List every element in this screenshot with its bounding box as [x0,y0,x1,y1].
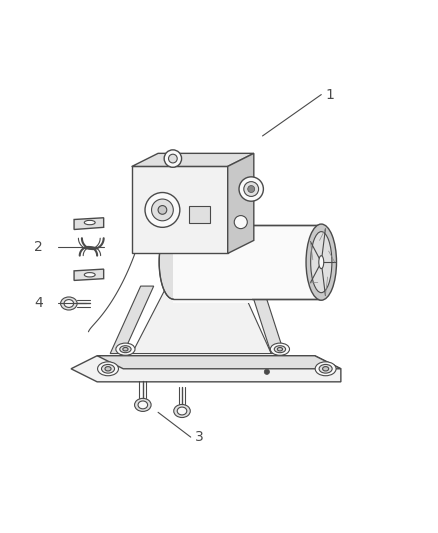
Polygon shape [74,218,104,230]
Circle shape [228,192,237,201]
Ellipse shape [270,343,290,356]
Ellipse shape [322,367,328,371]
Polygon shape [173,166,228,299]
Ellipse shape [311,232,332,293]
Ellipse shape [177,407,187,415]
Text: 1: 1 [325,87,335,102]
Ellipse shape [319,365,332,373]
Circle shape [169,154,177,163]
Ellipse shape [98,362,118,376]
Circle shape [234,215,247,229]
Ellipse shape [277,348,283,351]
Circle shape [244,182,258,197]
Ellipse shape [306,224,336,300]
Polygon shape [228,154,254,254]
Ellipse shape [274,346,286,353]
Polygon shape [71,356,341,382]
Polygon shape [173,225,321,299]
Ellipse shape [134,398,151,411]
Ellipse shape [120,346,131,353]
Polygon shape [173,221,252,303]
Polygon shape [132,154,254,166]
Polygon shape [250,286,284,353]
Ellipse shape [315,362,336,376]
Ellipse shape [102,365,115,373]
Circle shape [264,369,269,375]
Circle shape [224,220,240,235]
Polygon shape [132,286,271,353]
Ellipse shape [123,348,128,351]
Circle shape [152,199,173,221]
Polygon shape [110,286,154,353]
Polygon shape [74,269,104,280]
Circle shape [228,223,237,232]
Ellipse shape [116,343,135,356]
Ellipse shape [84,272,95,277]
Circle shape [145,192,180,228]
Circle shape [239,177,263,201]
Text: 3: 3 [195,430,204,444]
Ellipse shape [174,405,190,417]
Polygon shape [132,166,228,254]
Circle shape [164,150,182,167]
Polygon shape [188,206,210,223]
Ellipse shape [60,297,77,310]
Circle shape [158,206,167,214]
Ellipse shape [159,225,187,299]
Ellipse shape [105,367,111,371]
Text: 4: 4 [34,296,43,311]
Circle shape [248,185,254,192]
Polygon shape [97,356,341,369]
Circle shape [224,189,240,205]
Ellipse shape [84,220,95,225]
Text: 2: 2 [34,240,43,254]
Ellipse shape [64,300,74,308]
Ellipse shape [319,256,324,269]
Ellipse shape [138,401,148,409]
